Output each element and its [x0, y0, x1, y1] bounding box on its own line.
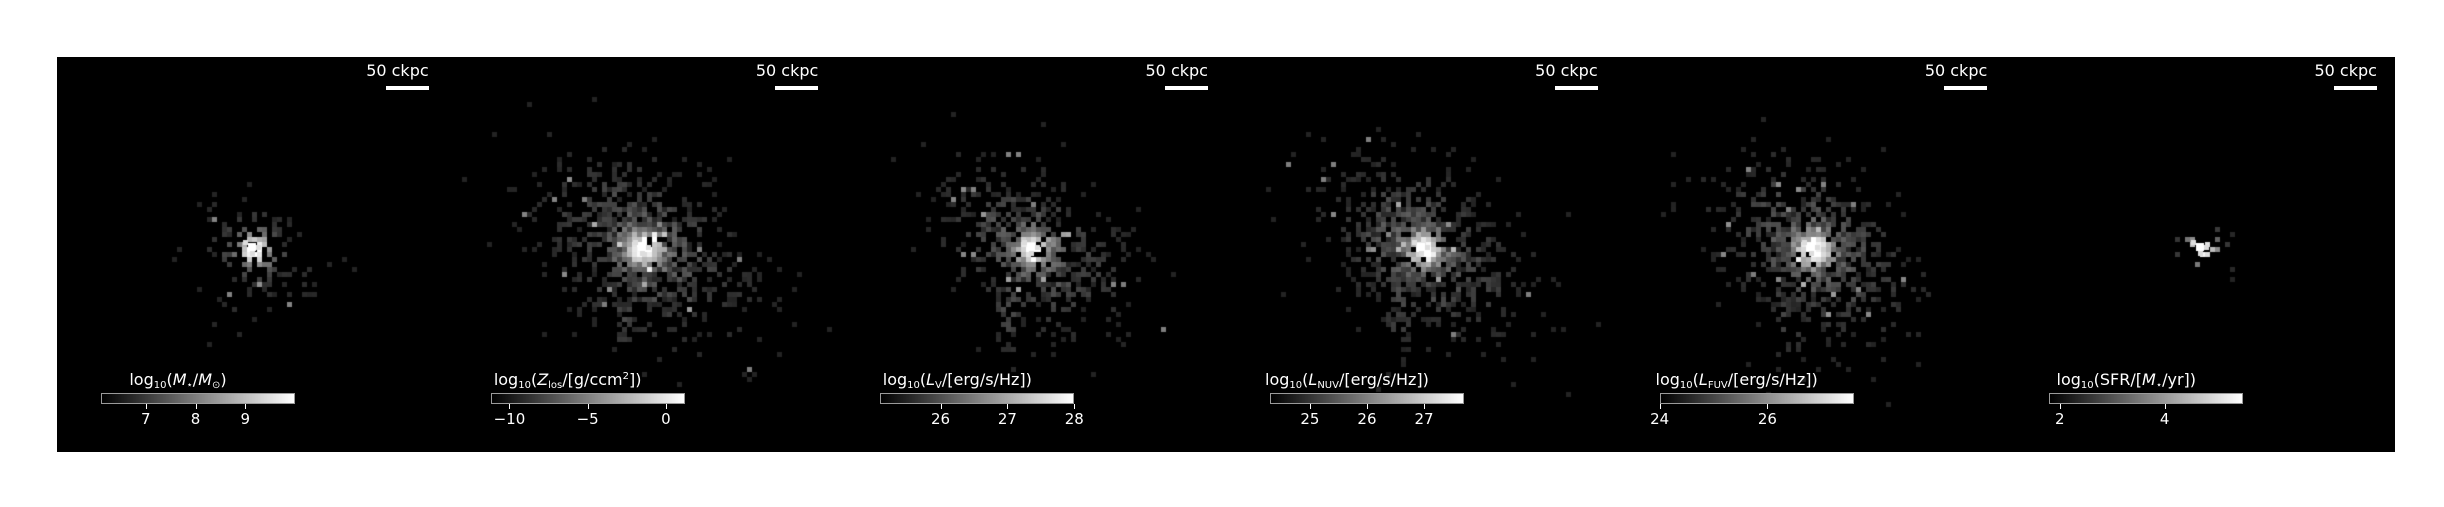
colorbar-tick [509, 404, 511, 409]
colorbar-tick [940, 404, 942, 409]
colorbar-tick [2059, 404, 2061, 409]
colorbar-tick [145, 404, 147, 409]
image-strip: 50 ckpc log10(M⋆/M⊙) 7 8 9 50 ckpc log10(Zlos/… [57, 57, 2395, 452]
colorbar [880, 393, 1075, 404]
colorbar-tick-label: 26 [930, 410, 951, 428]
colorbar-tick-label: 8 [190, 410, 201, 428]
colorbar-tick-label: 25 [1300, 410, 1320, 428]
colorbar-tick [1767, 404, 1769, 409]
colorbar-tick-label: 26 [1757, 410, 1777, 428]
colorbar-label: log10(LV/[erg/s/Hz]) [882, 370, 1032, 391]
colorbar-tick [195, 404, 197, 409]
scale-bar-label: 50 ckpc [755, 61, 819, 80]
colorbar-label: log10(M⋆/M⊙) [129, 370, 227, 391]
colorbar-tick-label: 27 [1414, 410, 1434, 428]
colorbar [490, 393, 685, 404]
colorbar [101, 393, 295, 404]
colorbar-label: log10(SFR/[M⋆/yr]) [2056, 370, 2197, 391]
colorbar-label: log10(LNUV/[erg/s/Hz]) [1265, 370, 1429, 391]
colorbar-tick [665, 404, 667, 409]
colorbar-tick [1074, 404, 1076, 409]
colorbar-tick-label: 4 [2159, 410, 2170, 428]
colorbar-tick [1366, 404, 1368, 409]
colorbar-tick [1007, 404, 1009, 409]
colorbar-tick-label: 7 [140, 410, 151, 428]
scale-bar [385, 86, 429, 90]
colorbar-tick-label: −5 [576, 410, 599, 428]
colorbar-tick-label: 28 [1064, 410, 1084, 428]
map-panel-4: 50 ckpc log10(LNUV/[erg/s/Hz]) 25 26 27 [1225, 57, 1616, 452]
pixel-map-image [836, 57, 1226, 452]
map-panel-5: 50 ckpc log10(LFUV/[erg/s/Hz]) 24 26 [1615, 57, 2006, 452]
colorbar-tick [245, 404, 247, 409]
colorbar-label: log10(Zlos/[g/ccm2]) [493, 370, 642, 391]
scale-bar [1554, 86, 1598, 90]
colorbar-tick-label: 24 [1650, 410, 1670, 428]
scale-bar-label: 50 ckpc [1145, 61, 1208, 80]
colorbar [1269, 393, 1464, 404]
scale-bar-label: 50 ckpc [366, 61, 429, 80]
pixel-map-image [57, 57, 446, 452]
scale-bar [1944, 86, 1988, 90]
colorbar-tick [587, 404, 589, 409]
scale-bar-label: 50 ckpc [1535, 61, 1598, 80]
colorbar-tick-label: 26 [1357, 410, 1377, 428]
scale-bar [775, 86, 819, 90]
colorbar-tick-label: 9 [240, 410, 251, 428]
map-panel-3: 50 ckpc log10(LV/[erg/s/Hz]) 26 27 28 [836, 57, 1226, 452]
map-panel-6: 50 ckpc log10(SFR/[M⋆/yr]) 2 4 [2005, 57, 2395, 452]
colorbar-tick [1659, 404, 1661, 409]
pixel-map-image [1615, 57, 2005, 452]
scale-bar-label: 50 ckpc [2314, 61, 2377, 80]
scale-bar [1164, 86, 1208, 90]
colorbar-tick [1309, 404, 1311, 409]
colorbar [2049, 393, 2244, 404]
pixel-map-image [1225, 57, 1615, 452]
colorbar-tick-label: −10 [493, 410, 526, 428]
colorbar [1659, 393, 1854, 404]
map-panel-2: 50 ckpc log10(Zlos/[g/ccm2]) −10 −5 0 [446, 57, 837, 452]
colorbar-tick [1424, 404, 1426, 409]
scale-bar-label: 50 ckpc [1924, 61, 1988, 80]
pixel-map-image [446, 57, 836, 452]
colorbar-tick-label: 2 [2054, 410, 2065, 428]
scale-bar [2333, 86, 2377, 90]
colorbar-label: log10(LFUV/[erg/s/Hz]) [1655, 370, 1818, 391]
pixel-map-image [2005, 57, 2395, 452]
colorbar-tick-label: 0 [661, 410, 671, 428]
map-panel-1: 50 ckpc log10(M⋆/M⊙) 7 8 9 [57, 57, 447, 452]
colorbar-tick-label: 27 [997, 410, 1017, 428]
colorbar-tick [2164, 404, 2166, 409]
